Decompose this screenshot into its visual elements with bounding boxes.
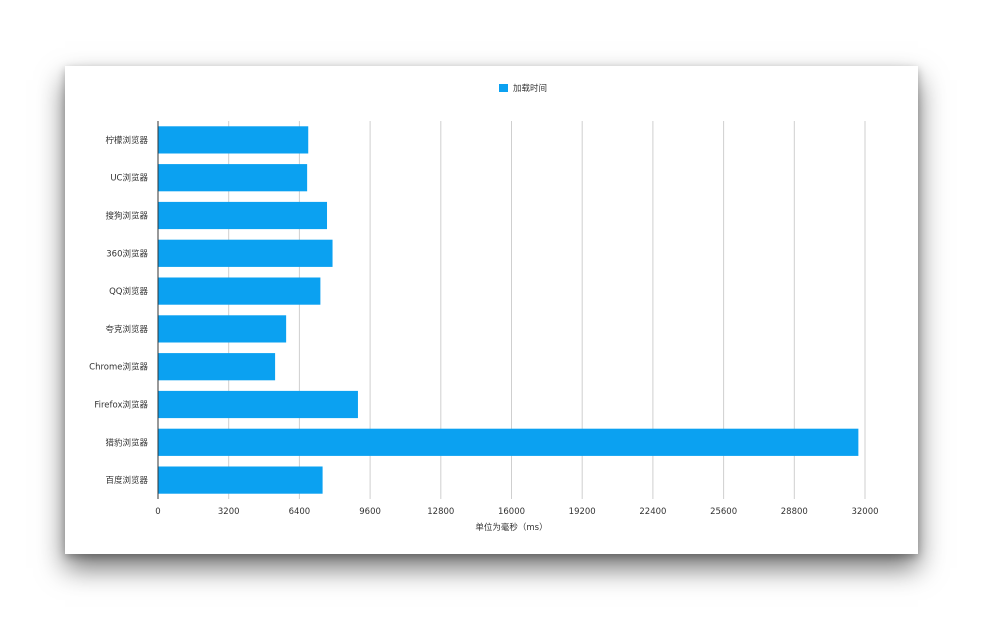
bar[interactable] <box>158 126 309 154</box>
category-label: Firefox浏览器 <box>94 400 148 411</box>
bar[interactable] <box>158 466 323 494</box>
category-label: QQ浏览器 <box>109 286 148 297</box>
x-tick-label: 12800 <box>427 507 454 517</box>
category-label: 夸克浏览器 <box>105 324 148 335</box>
x-tick-label: 28800 <box>781 507 808 517</box>
category-label: 柠檬浏览器 <box>105 135 148 146</box>
bar[interactable] <box>158 390 358 419</box>
x-tick-label: 25600 <box>710 507 737 517</box>
x-tick-label: 32000 <box>851 507 878 517</box>
x-axis-title: 单位为毫秒（ms） <box>475 522 547 533</box>
x-tick-label: 19200 <box>569 507 596 517</box>
category-label: UC浏览器 <box>110 173 148 184</box>
legend-label: 加载时间 <box>513 83 547 94</box>
bar[interactable] <box>158 239 333 267</box>
bar[interactable] <box>158 164 308 192</box>
bar[interactable] <box>158 277 321 305</box>
category-label: Chrome浏览器 <box>89 362 148 373</box>
x-tick-label: 22400 <box>639 507 666 517</box>
x-tick-label: 6400 <box>289 507 311 517</box>
category-label: 搜狗浏览器 <box>105 211 148 222</box>
chart-card: 0 3200 6400 9600 12800 16000 19200 22400 25600 28… <box>65 66 918 554</box>
bar-chart: 0 3200 6400 9600 12800 16000 19200 22400 25600 28… <box>89 83 878 533</box>
bar[interactable] <box>158 201 328 230</box>
category-label: 百度浏览器 <box>105 475 148 486</box>
bar[interactable] <box>158 315 287 343</box>
x-tick-label: 0 <box>155 507 160 517</box>
x-tick-label: 16000 <box>498 507 525 517</box>
bar[interactable] <box>158 428 859 456</box>
category-label: 360浏览器 <box>106 248 148 259</box>
x-tick-label: 3200 <box>218 507 240 517</box>
x-tick-label: 9600 <box>359 507 381 517</box>
legend-swatch <box>499 84 508 92</box>
bar[interactable] <box>158 353 276 381</box>
category-label: 猎豹浏览器 <box>105 437 148 448</box>
